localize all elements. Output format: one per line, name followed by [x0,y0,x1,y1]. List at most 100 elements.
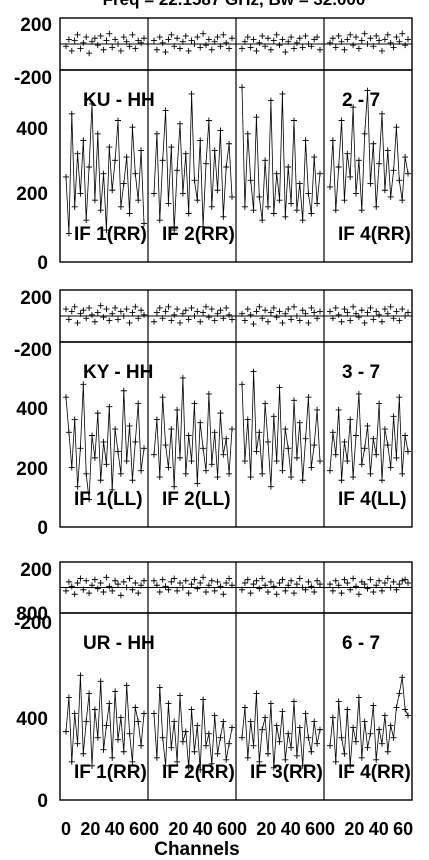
x-tick-label: 20 [80,819,100,839]
x-tick-label: 20 [344,819,364,839]
phase-point [305,578,312,585]
phase-point [327,581,333,588]
amplitude-point [244,416,251,423]
amplitude-point [203,467,209,474]
phase-point [273,314,280,321]
phase-point [364,41,371,47]
phase-point [153,309,160,316]
x-tick-label: 40 [193,819,213,839]
amplitude-point [373,451,380,458]
amplitude-point [115,117,121,124]
amplitude-point [402,154,409,161]
amplitude-point [399,197,406,204]
phase-point [208,577,215,584]
amplitude-point [270,210,277,217]
phase-point [83,34,90,41]
amplitude-point [358,207,365,214]
amplitude-point [208,203,215,210]
phase-point [77,575,84,582]
amplitude-point [262,714,269,721]
amplitude-point [63,173,69,180]
amplitude-point [373,756,380,763]
amplitude-point [200,445,207,452]
phase-point [350,42,357,49]
amplitude-point [86,164,93,170]
amplitude-point [162,762,169,769]
phase-point [332,304,339,311]
amplitude-point [132,704,139,711]
amplitude-point [112,688,119,695]
phase-point [299,307,306,314]
amplitude-point [332,758,339,765]
baseline-label: KY - HH [83,362,153,383]
phase-point [191,313,198,319]
phase-point [94,42,101,49]
phase-point [390,44,397,51]
phase-point [267,46,274,53]
phase-point [83,577,90,584]
phase-point [129,309,136,316]
phase-point [115,41,121,47]
phase-point [120,578,127,585]
phase-point [317,581,323,588]
amplitude-point [293,454,300,461]
phase-point [205,314,212,321]
phase-point [97,580,104,586]
phase-point [296,317,303,324]
phase-point [347,317,354,324]
phase-point [253,47,260,54]
amplitude-point [217,127,224,134]
amplitude-point [296,180,303,187]
phase-point [355,45,362,52]
phase-point [171,43,178,50]
amplitude-point [177,454,183,461]
phase-point [314,577,321,584]
amplitude-point [305,190,312,197]
amplitude-point [86,496,93,503]
amplitude-point [267,483,274,490]
phase-point [135,590,142,597]
phase-point [341,46,348,53]
amplitude-point [74,483,81,490]
amplitude-point [120,387,127,394]
phase-point [100,589,107,595]
amplitude-point [384,147,391,154]
amplitude-point [335,406,342,413]
amplitude-point [341,750,348,757]
phase-point [141,311,147,318]
amplitude-point [71,710,78,717]
x-axis-label: Channels [154,839,240,860]
x-tick-label: 0 [325,819,335,839]
amplitude-point [239,84,245,91]
phase-point [89,38,95,45]
amplitude-trace [241,693,321,768]
phase-point [115,316,121,323]
phase-point [370,316,377,323]
phase-point [200,309,207,316]
phase-point [311,589,318,595]
amplitude-point [194,480,201,487]
subband-label: IF 1(RR) [74,224,147,245]
phase-point [168,317,175,324]
figure-title: Freq = 22.1587 GHz, Bw = 32.000 [103,0,366,9]
amplitude-point [117,470,124,477]
phase-point [120,34,127,41]
amplitude-point [370,435,377,442]
phase-point [332,44,339,51]
phase-point [86,304,93,311]
amplitude-point [214,187,221,194]
x-tick-label: 0 [149,819,159,839]
phase-point [200,574,207,581]
amplitude-point [282,756,289,763]
phase-point [132,45,139,52]
amplitude-point [390,734,397,741]
amplitude-point [226,470,233,477]
amplitude-point [65,429,72,436]
phase-point [159,576,166,583]
phase-point [188,304,195,311]
phase-point [241,580,248,586]
phase-point [250,581,257,588]
amplitude-point [132,438,139,445]
phase-point [188,581,195,588]
amplitude-point [141,710,147,717]
